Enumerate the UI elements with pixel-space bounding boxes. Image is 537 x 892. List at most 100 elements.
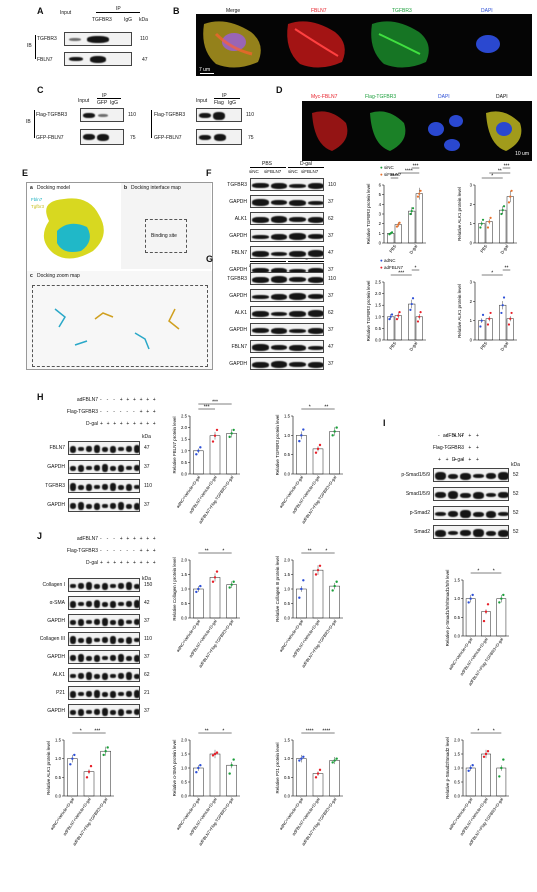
y-tick-label: 1.5 (181, 752, 188, 757)
blot-band (110, 709, 116, 715)
blot-band (270, 251, 287, 256)
micrograph-merge: 7 um (196, 14, 280, 76)
y-axis-label: Relative TGFBR3 protein level (366, 281, 371, 342)
blot-row-label: p-Smad1/5/9 (401, 472, 430, 478)
y-tick-label: 0.0 (454, 634, 461, 639)
y-axis-label: Relative ALK1 protein level (457, 284, 462, 338)
blot-band (270, 200, 287, 205)
blot-band (70, 674, 76, 678)
blot-band (252, 216, 269, 223)
condition-sign: + (133, 536, 136, 542)
significance-label: *** (94, 728, 100, 734)
blot-band (70, 445, 76, 453)
blot-band (78, 673, 84, 679)
blot-band (70, 600, 76, 608)
blot-band (270, 182, 287, 189)
significance-label: * (222, 728, 224, 734)
data-point (316, 772, 320, 775)
condition-sign: + (146, 397, 150, 403)
significance-label: * (415, 265, 417, 271)
micrograph-tgfbr3 (364, 14, 448, 76)
panel-label-e: E (22, 168, 29, 178)
x-tick-label: adFBLN7+Flag-TGFBR3+D-gal (71, 797, 108, 847)
y-axis-label: Relative FBLN7 protein level (172, 416, 177, 473)
blot-band (86, 672, 92, 680)
kda-value: 47 (328, 249, 334, 256)
c-row-label: GFP-FBLN7 (154, 135, 182, 141)
y-axis-label: Relative P21 protein level (275, 742, 280, 793)
blot-row-label: GAPDH (229, 198, 247, 205)
y-tick-label: 2 (379, 221, 382, 226)
kda-header: kDa (142, 576, 151, 582)
blot-band (307, 182, 323, 189)
legend-label: adNC (383, 258, 396, 263)
blot-band (252, 344, 269, 351)
data-point (197, 449, 200, 452)
blot-band (118, 447, 124, 451)
blot-band (485, 473, 497, 479)
western-blot (80, 108, 124, 122)
y-tick-label: 0.5 (181, 460, 188, 465)
data-point (501, 304, 504, 307)
x-tick-label: D-gal (408, 341, 418, 352)
data-point (390, 313, 394, 316)
y-tick-label: 0.0 (375, 338, 382, 343)
data-point (419, 311, 422, 314)
blot-band (110, 600, 116, 608)
data-point (488, 317, 491, 320)
y-tick-label: 3 (470, 280, 473, 285)
condition-sign: + (126, 560, 130, 566)
condition-label: adFBLN7 (76, 397, 98, 403)
c-gfp: GFP (97, 100, 108, 106)
blot-band (78, 692, 84, 696)
bar (481, 611, 491, 637)
significance-label: * (491, 173, 493, 179)
blot-band (102, 464, 108, 472)
condition-label: Flag-TGFBR3 (66, 409, 98, 415)
western-blot (68, 632, 140, 646)
y-tick-label: 0.5 (181, 601, 188, 606)
x-tick-label: adFBLN7+Flag-TGFBR3+D-gal (197, 619, 234, 669)
condition-label: adFBLN7 (76, 536, 98, 542)
channel-title: Flag-TGFBR3 (365, 94, 397, 100)
blot-band (252, 183, 269, 188)
c-igg: IgG (110, 100, 119, 106)
blot-band (126, 655, 132, 661)
data-point (298, 439, 301, 443)
blot-band (252, 310, 269, 317)
kda-value: 37 (144, 618, 150, 624)
condition-sign: + (139, 536, 143, 542)
significance-label: * (325, 548, 327, 554)
condition-sign: + (468, 445, 472, 451)
blot-band (102, 582, 108, 590)
blot-band (126, 710, 132, 714)
western-blot (250, 289, 324, 302)
data-point (298, 759, 301, 762)
kda-value: 47 (142, 57, 148, 63)
bar (506, 196, 514, 244)
y-tick-label: 2.0 (181, 425, 188, 430)
data-point (87, 770, 91, 773)
blot-band (102, 672, 108, 680)
blot-band (485, 493, 497, 497)
bar (485, 318, 493, 341)
western-blot (196, 129, 242, 145)
blot-band (86, 466, 92, 470)
condition-sign: + (113, 560, 117, 566)
data-point (199, 764, 202, 767)
blot-band (473, 474, 484, 478)
blot-band (289, 183, 306, 188)
western-blot (68, 498, 140, 512)
blot-band (307, 267, 323, 274)
data-point (213, 434, 217, 437)
significance-label: ** (205, 728, 209, 734)
blot-band (485, 530, 497, 536)
x-tick-label: PBS (479, 244, 488, 254)
condition-sign: + (146, 421, 150, 427)
blot-row-label: GAPDH (47, 708, 65, 714)
bar (67, 758, 78, 797)
western-blot (68, 441, 140, 455)
condition-sign: - (126, 409, 129, 415)
condition-sign: + (445, 457, 449, 463)
